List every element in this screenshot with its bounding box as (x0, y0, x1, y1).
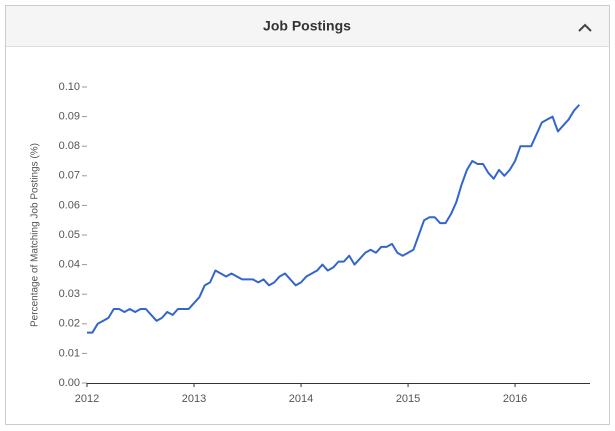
y-tick-label: 0.01 (59, 347, 80, 359)
chart-title: Job Postings (263, 18, 351, 34)
x-tick-label: 2015 (396, 393, 420, 405)
x-tick-label: 2012 (75, 393, 99, 405)
x-tick-label: 2016 (503, 393, 527, 405)
collapse-button[interactable] (578, 23, 592, 32)
panel (5, 5, 610, 425)
y-tick-label: 0.07 (59, 170, 80, 182)
x-tick-label: 2013 (182, 393, 206, 405)
y-tick-label: 0.00 (59, 377, 80, 389)
y-tick-label: 0.03 (59, 288, 80, 300)
y-tick-label: 0.05 (59, 229, 80, 241)
line (87, 104, 581, 334)
y-tick-label: 0.08 (59, 140, 80, 152)
y-axis-label: Percentage of Matching Job Postings (%) (30, 143, 41, 327)
y-tick-label: 0.04 (59, 259, 80, 271)
y-tick-label: 0.02 (59, 318, 80, 330)
y-tick-label: 0.10 (59, 81, 80, 93)
y-tick-label: 0.06 (59, 199, 80, 211)
x-tick-label: 2014 (289, 393, 313, 405)
y-tick-label: 0.09 (59, 111, 80, 123)
panel-header (6, 6, 609, 46)
